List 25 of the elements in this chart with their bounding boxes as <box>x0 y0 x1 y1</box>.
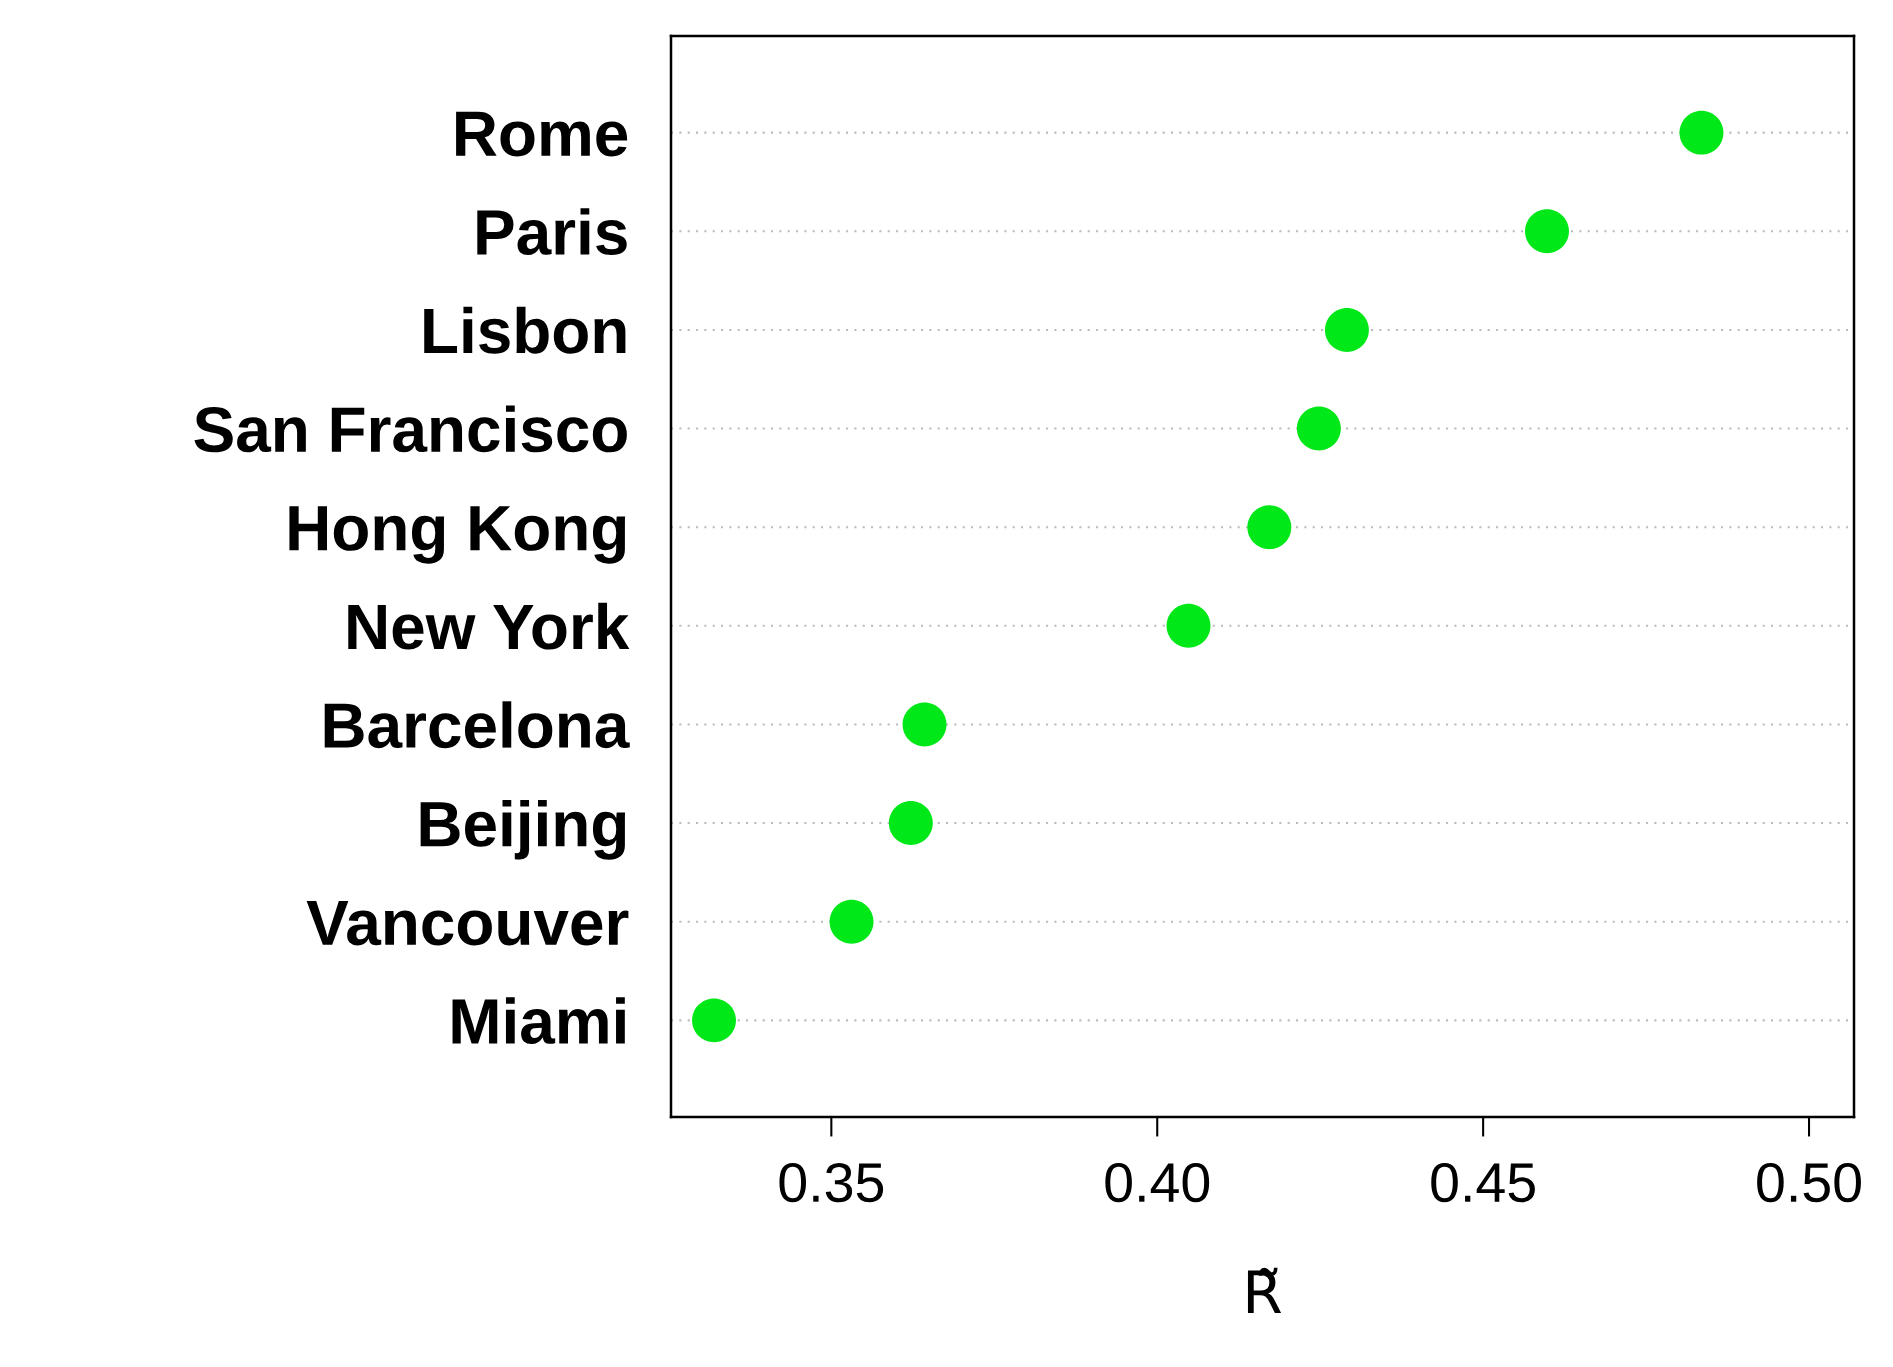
x-tick-label: 0.40 <box>1105 1162 1210 1203</box>
y-tick-label: Lisbon <box>424 306 626 354</box>
point <box>1324 307 1369 352</box>
y-tick-label: San Francisco <box>194 405 627 453</box>
y-tick-label: Barcelona <box>324 701 630 749</box>
point <box>1296 406 1341 451</box>
x-axis-title: R̃ <box>1247 1267 1282 1314</box>
point <box>888 801 933 846</box>
point <box>1166 603 1211 648</box>
y-tick-label: New York <box>348 602 630 650</box>
point <box>692 998 736 1043</box>
x-tick-label: 0.50 <box>1757 1162 1861 1203</box>
point <box>1525 209 1569 254</box>
point <box>1679 110 1724 155</box>
point <box>902 702 947 747</box>
y-tick-label: Hong Kong <box>289 506 626 564</box>
point <box>1247 505 1292 550</box>
y-tick-label: Miami <box>452 997 625 1045</box>
point <box>829 899 874 944</box>
y-tick-label: Vancouver <box>306 900 629 946</box>
y-tick-label: Paris <box>477 208 627 256</box>
y-tick-label: Beijing <box>420 799 626 860</box>
x-tick-label: 0.35 <box>779 1162 884 1203</box>
x-tick-label: 0.45 <box>1431 1162 1535 1203</box>
y-tick-label: Rome <box>456 111 628 157</box>
